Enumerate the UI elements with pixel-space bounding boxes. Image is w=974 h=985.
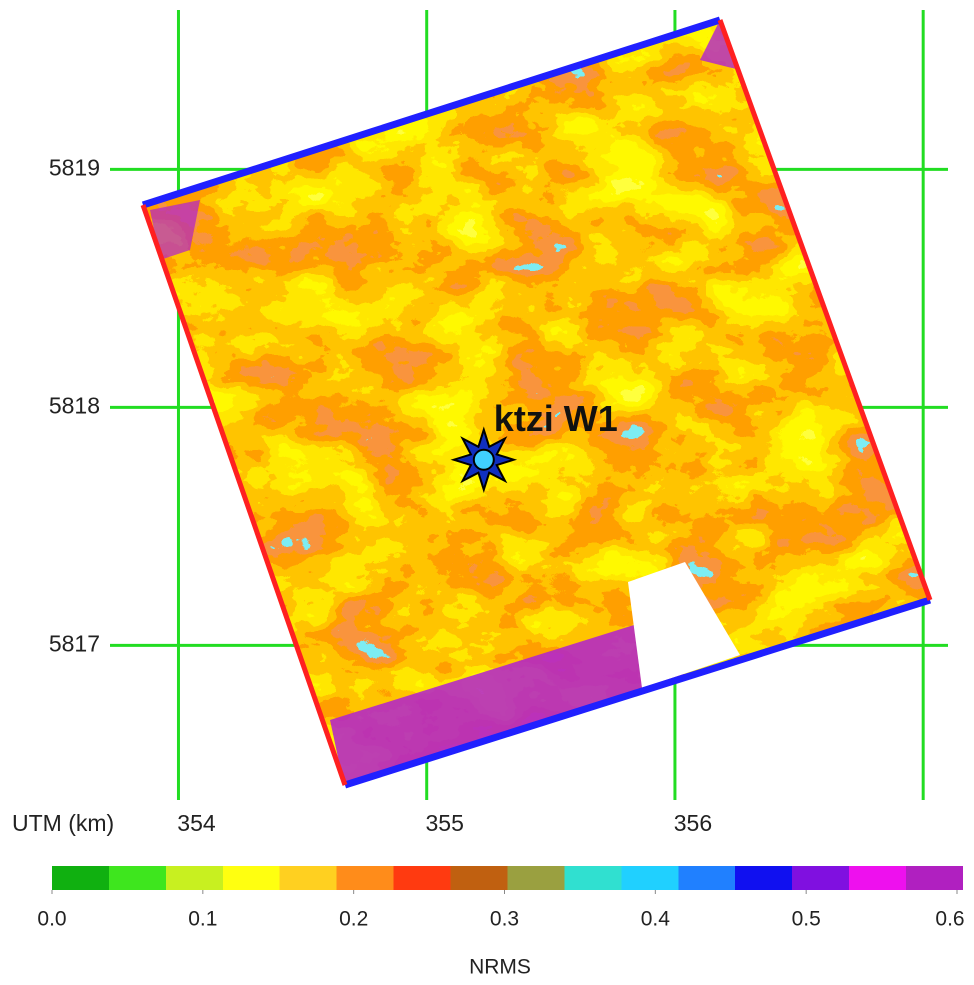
colorbar-label: NRMS bbox=[469, 956, 531, 979]
y-tick-label: 5818 bbox=[49, 392, 100, 418]
colorbar-tick-label: 0.3 bbox=[490, 908, 519, 931]
colorbar-tick-label: 0.0 bbox=[37, 908, 66, 931]
y-tick-label: 5817 bbox=[49, 630, 100, 656]
colorbar-tick-label: 0.4 bbox=[641, 908, 671, 931]
colorbar bbox=[52, 866, 963, 890]
map-figure: 354 355 356 5817 5818 5819 ktzi W1 UTM (km) 0.… bbox=[0, 0, 974, 985]
y-tick-label: 5819 bbox=[49, 155, 100, 181]
colorbar-tick-label: 0.5 bbox=[792, 908, 821, 931]
x-tick-label: 355 bbox=[426, 810, 464, 836]
x-tick-label: 356 bbox=[674, 810, 712, 836]
colorbar-tick-label: 0.2 bbox=[339, 908, 368, 931]
well-marker-center bbox=[474, 450, 494, 470]
well-label: ktzi W1 bbox=[494, 398, 618, 439]
colorbar-tick-label: 0.6 bbox=[935, 908, 964, 931]
x-tick-label: 354 bbox=[177, 810, 216, 836]
x-axis-label: UTM (km) bbox=[12, 810, 114, 836]
colorbar-tick-label: 0.1 bbox=[188, 908, 217, 931]
colorbar-ticks: 0.0 0.1 0.2 0.3 0.4 0.5 0.6 bbox=[37, 890, 964, 931]
